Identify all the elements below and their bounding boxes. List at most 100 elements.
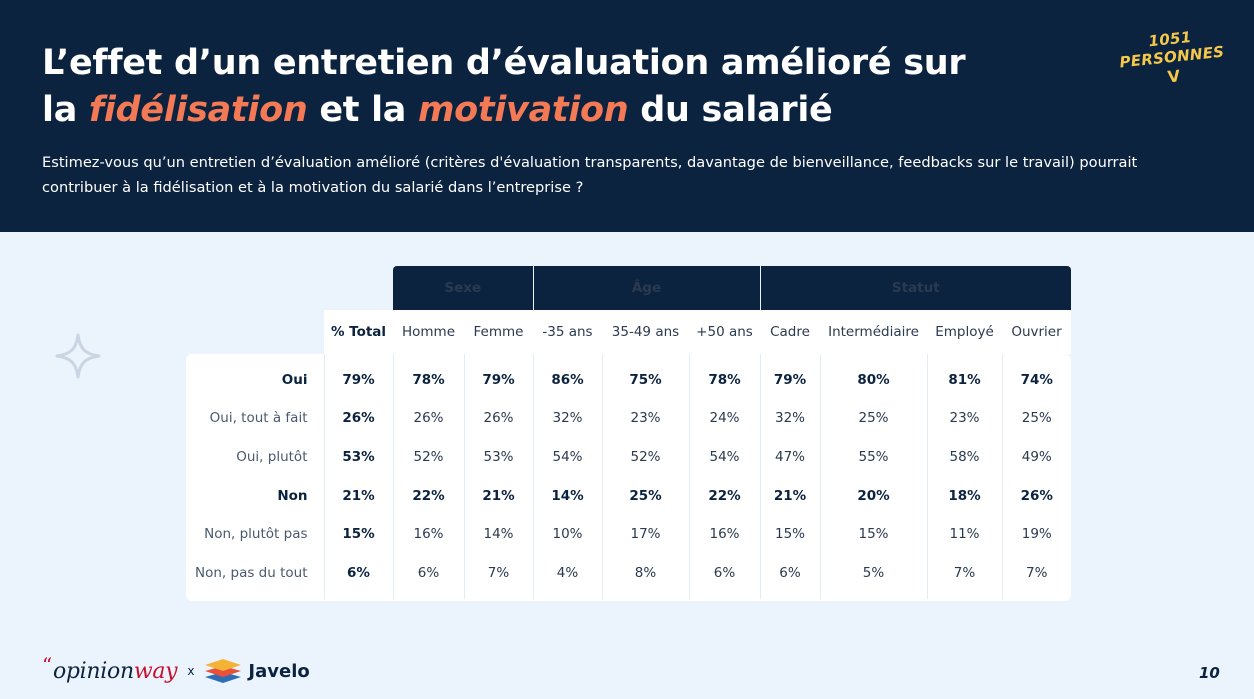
table-cell: 79% [323, 354, 393, 399]
column-header-blank [186, 310, 324, 354]
table-row: Oui, plutôt 53% 52% 53% 54% 52% 54% 47% 55% 58% 49… [186, 437, 1071, 477]
title-post: du salarié [628, 90, 833, 130]
row-label: Non [277, 487, 308, 504]
table-row: Oui 79% 78% 79% 86% 75% 78% 79% 80% 81% 74% [186, 354, 1071, 399]
footer-logos: “opinionway x Javelo [42, 652, 310, 686]
page-title: L’effet d’un entretien d’évaluation amél… [42, 40, 966, 134]
table-cell: 78% [688, 354, 760, 399]
table-cell: 81% [926, 354, 1002, 399]
table-cell: 74% [1001, 354, 1071, 399]
table-cell: 7% [926, 553, 1002, 599]
title-mid: et la [307, 90, 419, 130]
table-cell: 32% [532, 399, 602, 438]
table-cell: 15% [323, 515, 393, 554]
group-header-blank [186, 266, 393, 310]
table-cell: 78% [392, 354, 464, 399]
table-cell: 8% [601, 553, 689, 599]
table-cell: 80% [819, 354, 927, 399]
table-cell: 55% [819, 437, 927, 477]
column-header: 35-49 ans [602, 310, 689, 354]
table-cell: 15% [759, 515, 820, 554]
table-cell: 25% [601, 476, 689, 516]
group-header-sexe: Sexe [393, 266, 533, 310]
table-cell: 18% [926, 476, 1002, 516]
table-cell: 10% [532, 515, 602, 554]
table-body: Oui 79% 78% 79% 86% 75% 78% 79% 80% 81% 74% Oui, to… [186, 354, 1071, 599]
table-cell: 79% [463, 354, 533, 399]
table-cell: 19% [1001, 515, 1071, 554]
row-label: Non, plutôt pas [204, 526, 308, 543]
table-cell: 24% [688, 399, 760, 438]
javelo-layers-icon [205, 659, 242, 683]
table-cell: 6% [392, 553, 464, 599]
table-cell: 25% [1001, 399, 1071, 438]
column-header-row: % Total Homme Femme -35 ans 35-49 ans +5… [186, 310, 1071, 354]
table-cell: 54% [688, 437, 760, 477]
table-cell: 21% [463, 476, 533, 516]
table-cell: 22% [688, 476, 760, 516]
group-header-row: Sexe Âge Statut [186, 266, 1071, 310]
header-banner: L’effet d’un entretien d’évaluation amél… [0, 0, 1254, 232]
table-cell: 11% [926, 515, 1002, 554]
table-cell: 53% [323, 437, 393, 477]
title-accent-motivation: motivation [418, 90, 629, 130]
table-cell: 54% [532, 437, 602, 477]
table-row: Non, pas du tout 6% 6% 7% 4% 8% 6% 6% 5% 7% 7% [186, 553, 1071, 599]
column-header: % Total [324, 310, 393, 354]
table-row: Non, plutôt pas 15% 16% 14% 10% 17% 16% 15% 15% 1… [186, 515, 1071, 554]
column-header: Cadre [760, 310, 820, 354]
table-cell: 16% [688, 515, 760, 554]
column-header: -35 ans [533, 310, 602, 354]
table-cell: 4% [532, 553, 602, 599]
table-cell: 21% [323, 476, 393, 516]
column-header: Femme [464, 310, 533, 354]
table-cell: 21% [759, 476, 820, 516]
table-cell: 7% [463, 553, 533, 599]
opinionway-logo: “opinionway [42, 652, 178, 684]
group-header-statut: Statut [759, 266, 1071, 310]
table-cell: 14% [463, 515, 533, 554]
table-cell: 20% [819, 476, 927, 516]
table-cell: 26% [323, 399, 393, 438]
table-cell: 32% [759, 399, 820, 438]
title-accent-fidelisation: fidélisation [88, 90, 308, 130]
javelo-logo-text: Javelo [248, 660, 310, 682]
table-cell: 23% [601, 399, 689, 438]
table-cell: 49% [1001, 437, 1071, 477]
table-cell: 26% [463, 399, 533, 438]
table-cell: 47% [759, 437, 820, 477]
table-cell: 26% [1001, 476, 1071, 516]
sample-size-badge: 1051 PERSONNES V [1109, 24, 1234, 92]
logo-separator: x [187, 664, 195, 678]
table-cell: 58% [926, 437, 1002, 477]
column-header: Homme [393, 310, 464, 354]
row-label: Non, pas du tout [195, 565, 308, 582]
sparkle-icon [55, 333, 101, 379]
table-cell: 75% [601, 354, 689, 399]
table-cell: 7% [1001, 553, 1071, 599]
table-row: Non 21% 22% 21% 14% 25% 22% 21% 20% 18% 26% [186, 476, 1071, 516]
results-table: Sexe Âge Statut % Total Homme Femme -35 … [186, 266, 1071, 599]
title-line-2: la fidélisation et la motivation du sala… [42, 87, 965, 134]
title-pre: la [42, 90, 89, 130]
table-cell: 6% [688, 553, 760, 599]
table-cell: 5% [819, 553, 927, 599]
title-line-1: L’effet d’un entretien d’évaluation amél… [42, 43, 966, 83]
table-cell: 52% [601, 437, 689, 477]
group-header-age: Âge [532, 266, 760, 310]
table-cell: 25% [819, 399, 927, 438]
table-cell: 26% [392, 399, 464, 438]
table-row: Oui, tout à fait 26% 26% 26% 32% 23% 24% 32% 25%… [186, 399, 1071, 438]
row-label: Oui, tout à fait [209, 410, 308, 427]
row-label: Oui, plutôt [236, 449, 308, 466]
table-cell: 6% [323, 553, 393, 599]
row-label: Oui [281, 371, 308, 388]
table-cell: 53% [463, 437, 533, 477]
table-cell: 16% [392, 515, 464, 554]
table-cell: 23% [926, 399, 1002, 438]
table-cell: 15% [819, 515, 927, 554]
table-cell: 86% [532, 354, 602, 399]
table-cell: 52% [392, 437, 464, 477]
table-cell: 79% [759, 354, 820, 399]
column-header: Ouvrier [1002, 310, 1071, 354]
